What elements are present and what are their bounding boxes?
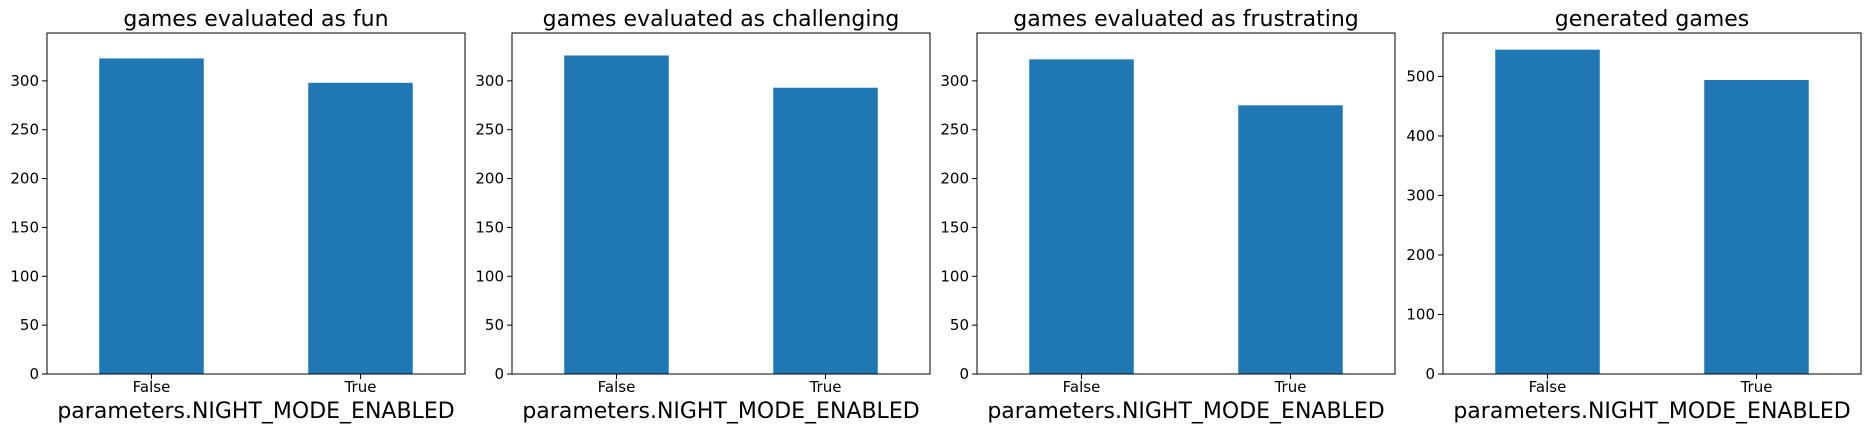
x-tick-label: True [809, 378, 842, 396]
y-tick-label: 150 [475, 218, 504, 236]
y-tick-label: 50 [950, 316, 969, 334]
y-tick-label: 100 [10, 267, 39, 285]
bar-false [1495, 49, 1600, 374]
y-tick-label: 200 [475, 170, 504, 188]
chart-panel-2: False True 0 50 100 150 200 250 300 games evaluat… [475, 7, 931, 424]
bar-true [773, 87, 878, 374]
y-tick-label: 100 [1406, 305, 1435, 323]
bar-false [99, 58, 204, 374]
y-tick-label: 0 [494, 365, 504, 383]
x-tick-label: False [598, 378, 636, 396]
chart-panel-4: False True 0 100 200 300 400 500 generated games… [1406, 7, 1862, 424]
chart-title: generated games [1555, 7, 1750, 32]
bar-true [1238, 105, 1343, 375]
y-tick-label: 500 [1406, 67, 1435, 85]
y-tick-label: 150 [10, 218, 39, 236]
y-tick-label: 200 [940, 170, 969, 188]
y-tick-label: 300 [10, 72, 39, 90]
x-tick-label: True [1274, 378, 1307, 396]
x-axis-label: parameters.NIGHT_MODE_ENABLED [1453, 399, 1850, 424]
chart-title: games evaluated as challenging [543, 7, 900, 32]
y-tick-label: 300 [475, 72, 504, 90]
x-tick-label: False [1063, 378, 1101, 396]
x-tick-label: True [344, 378, 377, 396]
y-tick-label: 250 [10, 121, 39, 139]
y-tick-label: 400 [1406, 127, 1435, 145]
y-tick-label: 300 [940, 72, 969, 90]
bar-false [564, 55, 669, 374]
x-axis-label: parameters.NIGHT_MODE_ENABLED [57, 399, 454, 424]
bar-true [308, 82, 413, 375]
y-tick-label: 100 [475, 267, 504, 285]
y-tick-label: 250 [940, 121, 969, 139]
axes-frame [46, 32, 466, 375]
bar-false [1029, 59, 1134, 374]
y-tick-label: 50 [485, 316, 504, 334]
y-tick-label: 300 [1406, 186, 1435, 204]
y-tick-label: 0 [29, 365, 39, 383]
chart-title: games evaluated as frustrating [1013, 7, 1359, 32]
y-tick-label: 250 [475, 121, 504, 139]
x-axis-label: parameters.NIGHT_MODE_ENABLED [987, 399, 1384, 424]
chart-panel-3: False True 0 50 100 150 200 250 300 games evaluat… [940, 7, 1396, 424]
axes-frame [511, 32, 931, 375]
x-axis-label: parameters.NIGHT_MODE_ENABLED [522, 399, 919, 424]
x-tick-label: False [1529, 378, 1567, 396]
chart-panel-1: False True 0 50 100 150 200 250 300 games evaluat… [10, 7, 466, 424]
y-tick-label: 50 [20, 316, 39, 334]
y-tick-label: 100 [940, 267, 969, 285]
axes-frame [976, 32, 1396, 375]
y-tick-label: 150 [940, 218, 969, 236]
y-tick-label: 0 [959, 365, 969, 383]
y-tick-label: 200 [1406, 246, 1435, 264]
x-tick-label: True [1740, 378, 1773, 396]
y-tick-label: 200 [10, 170, 39, 188]
bar-true [1704, 80, 1809, 374]
y-tick-label: 0 [1425, 365, 1435, 383]
x-tick-label: False [133, 378, 171, 396]
chart-title: games evaluated as fun [123, 7, 388, 32]
axes-frame [1442, 32, 1862, 375]
